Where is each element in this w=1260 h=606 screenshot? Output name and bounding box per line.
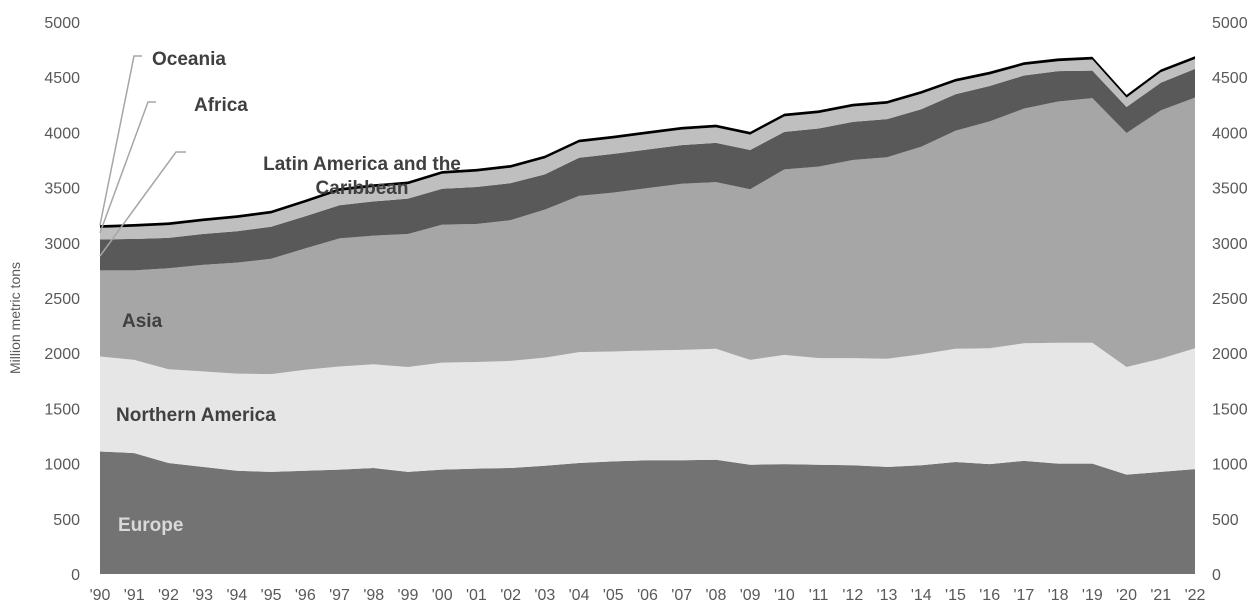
y-tick-right: 2500 bbox=[1212, 291, 1248, 308]
x-tick: '07 bbox=[671, 587, 692, 604]
area-europe bbox=[100, 451, 1195, 574]
x-tick: '04 bbox=[569, 587, 590, 604]
series-label-europe: Europe bbox=[118, 515, 183, 536]
x-tick: '03 bbox=[534, 587, 555, 604]
x-tick: '00 bbox=[432, 587, 453, 604]
x-tick: '08 bbox=[706, 587, 727, 604]
x-tick: '16 bbox=[979, 587, 1000, 604]
y-tick-left: 500 bbox=[53, 512, 80, 529]
leader-latin-america bbox=[99, 151, 186, 257]
x-tick: '11 bbox=[809, 587, 829, 604]
y-tick-left: 1000 bbox=[44, 457, 80, 474]
y-tick-right: 3000 bbox=[1212, 236, 1248, 253]
y-tick-left: 4500 bbox=[44, 70, 80, 87]
y-tick-left: 1500 bbox=[44, 401, 80, 418]
y-tick-left: 2500 bbox=[44, 291, 80, 308]
series-label-latin-america-and-the-caribbean: Latin America and the Caribbean bbox=[263, 154, 461, 199]
y-tick-right: 500 bbox=[1212, 512, 1239, 529]
y-tick-right: 4000 bbox=[1212, 125, 1248, 142]
y-tick-right: 2000 bbox=[1212, 346, 1248, 363]
area-asia bbox=[100, 97, 1195, 375]
x-tick: '14 bbox=[911, 587, 932, 604]
x-tick: '17 bbox=[1013, 587, 1034, 604]
y-tick-right: 3500 bbox=[1212, 181, 1248, 198]
x-tick: '96 bbox=[295, 587, 316, 604]
x-tick: '95 bbox=[261, 587, 282, 604]
x-tick: '93 bbox=[192, 587, 213, 604]
area-oceania bbox=[100, 56, 1195, 228]
y-tick-right: 1000 bbox=[1212, 457, 1248, 474]
y-tick-left: 2000 bbox=[44, 346, 80, 363]
x-tick: '01 bbox=[466, 587, 487, 604]
y-tick-right: 0 bbox=[1212, 567, 1221, 584]
x-tick: '20 bbox=[1116, 587, 1137, 604]
x-tick: '22 bbox=[1185, 587, 1206, 604]
x-tick: '97 bbox=[329, 587, 350, 604]
x-tick: '19 bbox=[1082, 587, 1103, 604]
x-tick: '12 bbox=[842, 587, 863, 604]
leader-oceania bbox=[99, 55, 142, 226]
x-tick: '92 bbox=[158, 587, 179, 604]
series-label-africa: Africa bbox=[194, 95, 248, 116]
area-northern-america bbox=[100, 342, 1195, 475]
x-axis: '90 '91 '92 '93 '94 '95 '96 '97 '98 '99 '00 '01 '02 '… bbox=[90, 587, 1206, 604]
label-leader-lines bbox=[99, 55, 186, 257]
y-tick-left: 3000 bbox=[44, 236, 80, 253]
x-tick: '91 bbox=[124, 587, 145, 604]
x-tick: '13 bbox=[877, 587, 898, 604]
x-tick: '99 bbox=[398, 587, 419, 604]
series-label-northern-america: Northern America bbox=[116, 405, 276, 426]
area-layers bbox=[100, 56, 1195, 574]
x-tick: '94 bbox=[226, 587, 247, 604]
y-axis-left: 0 500 1000 1500 2000 2500 3000 3500 4000 4500 5000 bbox=[44, 15, 80, 584]
x-tick: '15 bbox=[945, 587, 966, 604]
y-tick-left: 4000 bbox=[44, 125, 80, 142]
area-africa bbox=[100, 58, 1195, 240]
series-labels: Europe Northern America Asia Latin America … bbox=[116, 49, 461, 536]
y-tick-right: 4500 bbox=[1212, 70, 1248, 87]
x-tick: '05 bbox=[603, 587, 624, 604]
y-tick-left: 3500 bbox=[44, 181, 80, 198]
y-axis-right: 0 500 1000 1500 2000 2500 3000 3500 4000 4500 5000 bbox=[1212, 15, 1248, 584]
area-latin-america-and-the-caribbean bbox=[100, 68, 1195, 271]
x-tick: '98 bbox=[363, 587, 384, 604]
y-axis-label: Million metric tons bbox=[7, 262, 23, 374]
y-tick-left: 0 bbox=[71, 567, 80, 584]
x-tick: '10 bbox=[774, 587, 795, 604]
leader-africa bbox=[99, 101, 156, 234]
x-tick: '21 bbox=[1150, 587, 1171, 604]
series-label-asia: Asia bbox=[122, 311, 163, 332]
y-tick-right: 5000 bbox=[1212, 15, 1248, 32]
x-tick: '18 bbox=[1048, 587, 1069, 604]
x-tick: '09 bbox=[740, 587, 761, 604]
x-tick: '02 bbox=[500, 587, 521, 604]
x-tick: '90 bbox=[90, 587, 111, 604]
y-tick-left: 5000 bbox=[44, 15, 80, 32]
series-label-oceania: Oceania bbox=[152, 49, 226, 70]
y-tick-right: 1500 bbox=[1212, 401, 1248, 418]
x-tick: '06 bbox=[637, 587, 658, 604]
